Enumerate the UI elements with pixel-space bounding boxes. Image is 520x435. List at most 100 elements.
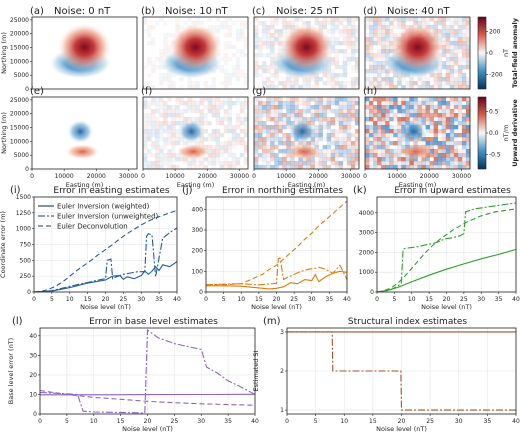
noise-cell [310, 77, 315, 82]
noise-cell [167, 73, 172, 78]
noise-cell [330, 121, 336, 126]
noise-cell [314, 125, 319, 130]
noise-cell [227, 57, 233, 62]
noise-cell [381, 133, 386, 138]
x-tick-label: 30 [137, 296, 145, 303]
noise-cell [235, 133, 241, 138]
map-panel: (b) Noise: 10 nT [141, 6, 249, 90]
noise-cell [211, 129, 216, 134]
noise-cell [365, 109, 370, 114]
noise-cell [369, 61, 374, 66]
noise-cell [338, 41, 344, 46]
noise-cell [413, 113, 418, 118]
noise-cell [282, 81, 287, 86]
noise-cell [441, 157, 447, 162]
noise-cell [437, 73, 443, 78]
noise-cell [369, 129, 374, 134]
noise-cell [373, 61, 378, 66]
noise-cell [143, 141, 148, 146]
noise-cell [377, 153, 382, 158]
noise-cell [346, 141, 352, 146]
noise-cell [457, 21, 463, 26]
noise-cell [195, 109, 200, 114]
noise-cell [401, 117, 406, 122]
noise-cell [266, 105, 271, 110]
noise-cell [429, 117, 434, 122]
y-tick-label: 10000 [10, 58, 29, 65]
noise-cell [254, 153, 259, 158]
noise-cell [326, 121, 332, 126]
noise-cell [453, 77, 459, 82]
series-line [205, 256, 348, 286]
noise-cell [151, 41, 156, 46]
noise-cell [421, 17, 426, 22]
noise-cell [294, 85, 299, 90]
noise-cell [365, 85, 370, 90]
noise-cell [258, 101, 263, 106]
noise-cell [282, 21, 287, 26]
noise-cell [235, 61, 241, 66]
noise-cell [254, 45, 259, 50]
noise-cell [441, 133, 447, 138]
noise-cell [175, 129, 180, 134]
noise-cell [465, 125, 471, 130]
noise-cell [433, 149, 438, 154]
noise-cell [413, 165, 418, 170]
noise-cell [338, 117, 344, 122]
noise-cell [369, 77, 374, 82]
noise-cell [453, 153, 459, 158]
noise-cell [298, 117, 303, 122]
panel-title: Noise: 0 nT [54, 6, 111, 17]
noise-cell [298, 101, 303, 106]
noise-cell [155, 121, 160, 126]
noise-cell [389, 113, 394, 118]
noise-cell [425, 157, 430, 162]
noise-cell [461, 137, 467, 142]
noise-cell [409, 113, 414, 118]
noise-cell [143, 113, 148, 118]
x-tick-label: 30 [477, 296, 485, 303]
noise-cell [457, 141, 463, 146]
noise-cell [231, 161, 237, 166]
noise-cell [369, 69, 374, 74]
noise-cell [457, 41, 463, 46]
noise-cell [147, 117, 152, 122]
noise-cell [461, 133, 467, 138]
noise-cell [326, 73, 332, 78]
noise-cell [389, 149, 394, 154]
noise-cell [270, 17, 275, 22]
noise-cell [286, 25, 291, 30]
noise-cell [322, 137, 327, 142]
noise-cell [171, 157, 176, 162]
noise-cell [409, 105, 414, 110]
noise-cell [294, 117, 299, 122]
noise-cell [262, 153, 267, 158]
noise-cell [342, 65, 348, 70]
noise-cell [243, 97, 249, 102]
noise-cell [425, 161, 430, 166]
noise-cell [171, 105, 176, 110]
noise-cell [219, 81, 225, 86]
noise-cell [453, 49, 459, 54]
noise-cell [314, 137, 319, 142]
noise-cell [179, 109, 184, 114]
noise-cell [346, 113, 352, 118]
noise-cell [346, 29, 352, 34]
noise-cell [334, 85, 340, 90]
noise-cell [227, 17, 233, 22]
noise-cell [270, 125, 275, 130]
noise-cell [413, 117, 418, 122]
map-frame [142, 16, 249, 90]
x-tick-label: 0 [285, 418, 289, 425]
noise-cell [369, 49, 374, 54]
noise-cell [155, 125, 160, 130]
noise-cell [338, 49, 344, 54]
noise-cell [425, 113, 430, 118]
positive-derivative [286, 143, 323, 160]
noise-cell [171, 149, 176, 154]
noise-cell [223, 85, 229, 90]
noise-cell [211, 113, 216, 118]
noise-cell [171, 141, 176, 146]
x-tick-label: 20000 [87, 173, 106, 180]
noise-cell [393, 165, 398, 170]
